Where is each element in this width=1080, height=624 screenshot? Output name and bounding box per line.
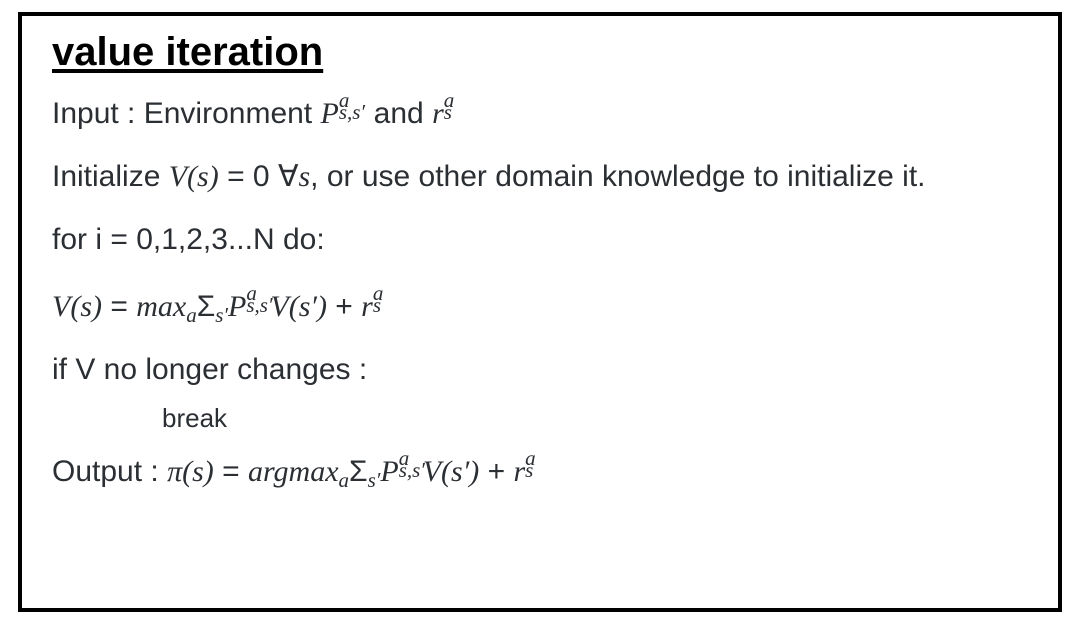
algo-title: value iteration: [52, 30, 1036, 75]
initialize-line: Initialize V(s) = 0 ∀s, or use other dom…: [52, 160, 1036, 193]
math-output: π(s) = argmaxaΣs′Pas,s′ V(s′) + ras: [167, 455, 527, 488]
math-Vs: V(s) = 0 ∀s: [169, 160, 310, 193]
input-prefix: Input : Environment: [52, 97, 320, 130]
initialize-suffix: , or use other domain knowledge to initi…: [310, 160, 925, 193]
for-loop-line: for i = 0,1,2,3...N do:: [52, 223, 1036, 256]
math-r1: ras: [432, 97, 445, 130]
break-line: break: [162, 404, 1036, 433]
if-line: if V no longer changes :: [52, 353, 1036, 386]
update-equation: V(s) = maxaΣs′Pas,s′ V(s′) + ras: [52, 286, 1036, 323]
algorithm-box: value iteration Input : Environment Pas,…: [18, 12, 1062, 612]
output-prefix: Output :: [52, 455, 167, 488]
initialize-prefix: Initialize: [52, 160, 169, 193]
input-line: Input : Environment Pas,s′ and ras: [52, 93, 1036, 130]
output-line: Output : π(s) = argmaxaΣs′Pas,s′ V(s′) +…: [52, 451, 1036, 488]
page: value iteration Input : Environment Pas,…: [0, 0, 1080, 624]
math-P1: Pas,s′: [320, 97, 340, 130]
